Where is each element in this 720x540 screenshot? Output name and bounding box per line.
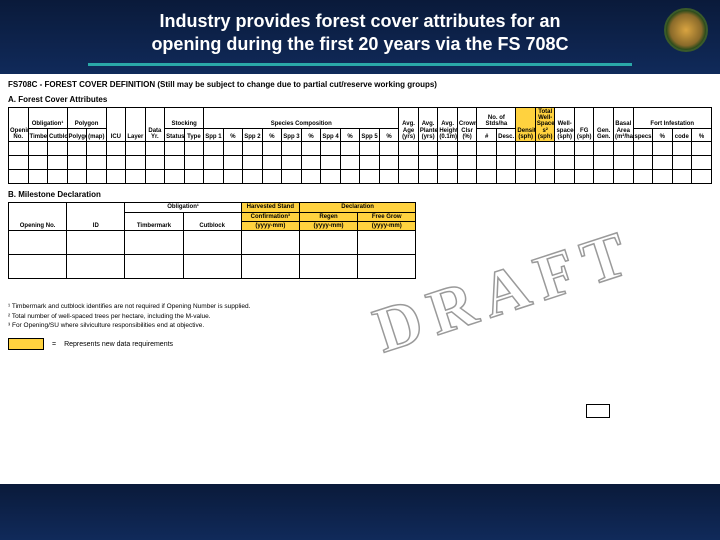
b-harvested: Harvested Stand — [241, 203, 299, 212]
col-sp1: Spp 1 — [204, 129, 224, 142]
col-planted: Avg. Planted(yrs) — [418, 107, 438, 141]
col-p3: % — [301, 129, 321, 142]
col-height: Avg. Height(0.1m) — [438, 107, 458, 141]
col-ws: Well-spaced(sph) — [555, 107, 575, 141]
grp-stds: No. of Stds/ha — [477, 107, 516, 129]
grp-obligation: Obligation¹ — [28, 107, 67, 129]
form-title: FS708C - FOREST COVER DEFINITION (Still … — [8, 80, 712, 89]
col-stdn: # — [477, 129, 497, 142]
col-crown: Crown Clsr(%) — [457, 107, 477, 141]
table-row — [9, 142, 712, 156]
col-sp5: Spp 5 — [360, 129, 380, 142]
col-fg: FG(sph) — [574, 107, 594, 141]
b-regen: Regen — [299, 212, 357, 221]
col-timbermark: Timbermark — [28, 129, 48, 142]
forest-service-logo-icon — [664, 8, 708, 52]
col-type: Type — [184, 129, 204, 142]
col-p2: % — [262, 129, 282, 142]
legend-text: Represents new data requirements — [64, 341, 173, 348]
col-desc: Desc. — [496, 129, 516, 142]
slide-header: Industry provides forest cover attribute… — [0, 0, 720, 74]
col-p4: % — [340, 129, 360, 142]
col-age: Avg. Age(yrs) — [399, 107, 419, 141]
b-timbermark: Timbermark — [125, 212, 183, 231]
form-content: FS708C - FOREST COVER DEFINITION (Still … — [0, 74, 720, 484]
col-density: Density(sph) — [516, 107, 536, 141]
section-b-label: B. Milestone Declaration — [8, 190, 712, 199]
col-p5: % — [379, 129, 399, 142]
section-b-table: Opening No. ID Obligation¹ Harvested Sta… — [8, 202, 416, 279]
table-row — [9, 255, 416, 279]
col-inf3: code — [672, 129, 692, 142]
col-icu: ICU — [106, 107, 126, 141]
col-sp4: Spp 4 — [321, 129, 341, 142]
section-a-label: A. Forest Cover Attributes — [8, 95, 712, 104]
legend-swatch — [8, 338, 44, 350]
header-underline — [88, 63, 632, 66]
legend: = Represents new data requirements — [8, 338, 712, 350]
table-row — [9, 170, 712, 184]
col-sp2: Spp 2 — [243, 129, 263, 142]
b-fmt3: (yyyy-mm) — [358, 221, 416, 230]
footnote-2: ² Total number of well-spaced trees per … — [8, 313, 712, 321]
col-map: (map) — [87, 129, 107, 142]
footnote-1: ¹ Timbermark and cutblock identifies are… — [8, 303, 712, 311]
col-polygon: Polygon — [67, 129, 87, 142]
col-total-ws: Total Well-Spaced s²(sph) — [535, 107, 555, 141]
col-inf1: specs — [633, 129, 653, 142]
table-row — [9, 231, 416, 255]
title-line-2: opening during the first 20 years via th… — [151, 34, 568, 54]
grp-species: Species Composition — [204, 107, 399, 129]
slide-title: Industry provides forest cover attribute… — [20, 10, 700, 57]
col-opening-no: Opening No. — [9, 107, 29, 141]
col-gen: Gen.Gen. — [594, 107, 614, 141]
b-freegrow: Free Grow — [358, 212, 416, 221]
section-b-group-row: Opening No. ID Obligation¹ Harvested Sta… — [9, 203, 416, 212]
section-a-table: Opening No. Obligation¹ Polygon ICU Laye… — [8, 107, 712, 184]
slide-footer — [0, 484, 720, 540]
legend-equals: = — [52, 341, 56, 348]
grp-polygon: Polygon — [67, 107, 106, 129]
col-layer: Layer — [126, 107, 146, 141]
footnotes: ¹ Timbermark and cutblock identifies are… — [8, 303, 712, 330]
table-row — [9, 156, 712, 170]
small-outline-box — [586, 404, 610, 418]
col-sp3: Spp 3 — [282, 129, 302, 142]
grp-stocking: Stocking — [165, 107, 204, 129]
b-fmt2: (yyyy-mm) — [299, 221, 357, 230]
b-id: ID — [67, 203, 125, 231]
b-fmt1: (yyyy-mm) — [241, 221, 299, 230]
grp-infest: Fort Infestation — [633, 107, 712, 129]
col-data: Data Yr. — [145, 107, 165, 141]
col-basal: Basal Area(m²/ha) — [613, 107, 633, 141]
col-inf4: % — [692, 129, 712, 142]
col-status: Status — [165, 129, 185, 142]
section-a-group-row: Opening No. Obligation¹ Polygon ICU Laye… — [9, 107, 712, 129]
title-line-1: Industry provides forest cover attribute… — [159, 11, 560, 31]
b-opening: Opening No. — [9, 203, 67, 231]
col-inf2: % — [653, 129, 673, 142]
col-p1: % — [223, 129, 243, 142]
b-obligation: Obligation¹ — [125, 203, 241, 212]
footnote-3: ³ For Opening/SU where silviculture resp… — [8, 322, 712, 330]
b-declaration: Declaration — [299, 203, 415, 212]
col-cutblock: Cutblock — [48, 129, 68, 142]
b-cutblock: Cutblock — [183, 212, 241, 231]
b-confirmation: Confirmation³ — [241, 212, 299, 221]
